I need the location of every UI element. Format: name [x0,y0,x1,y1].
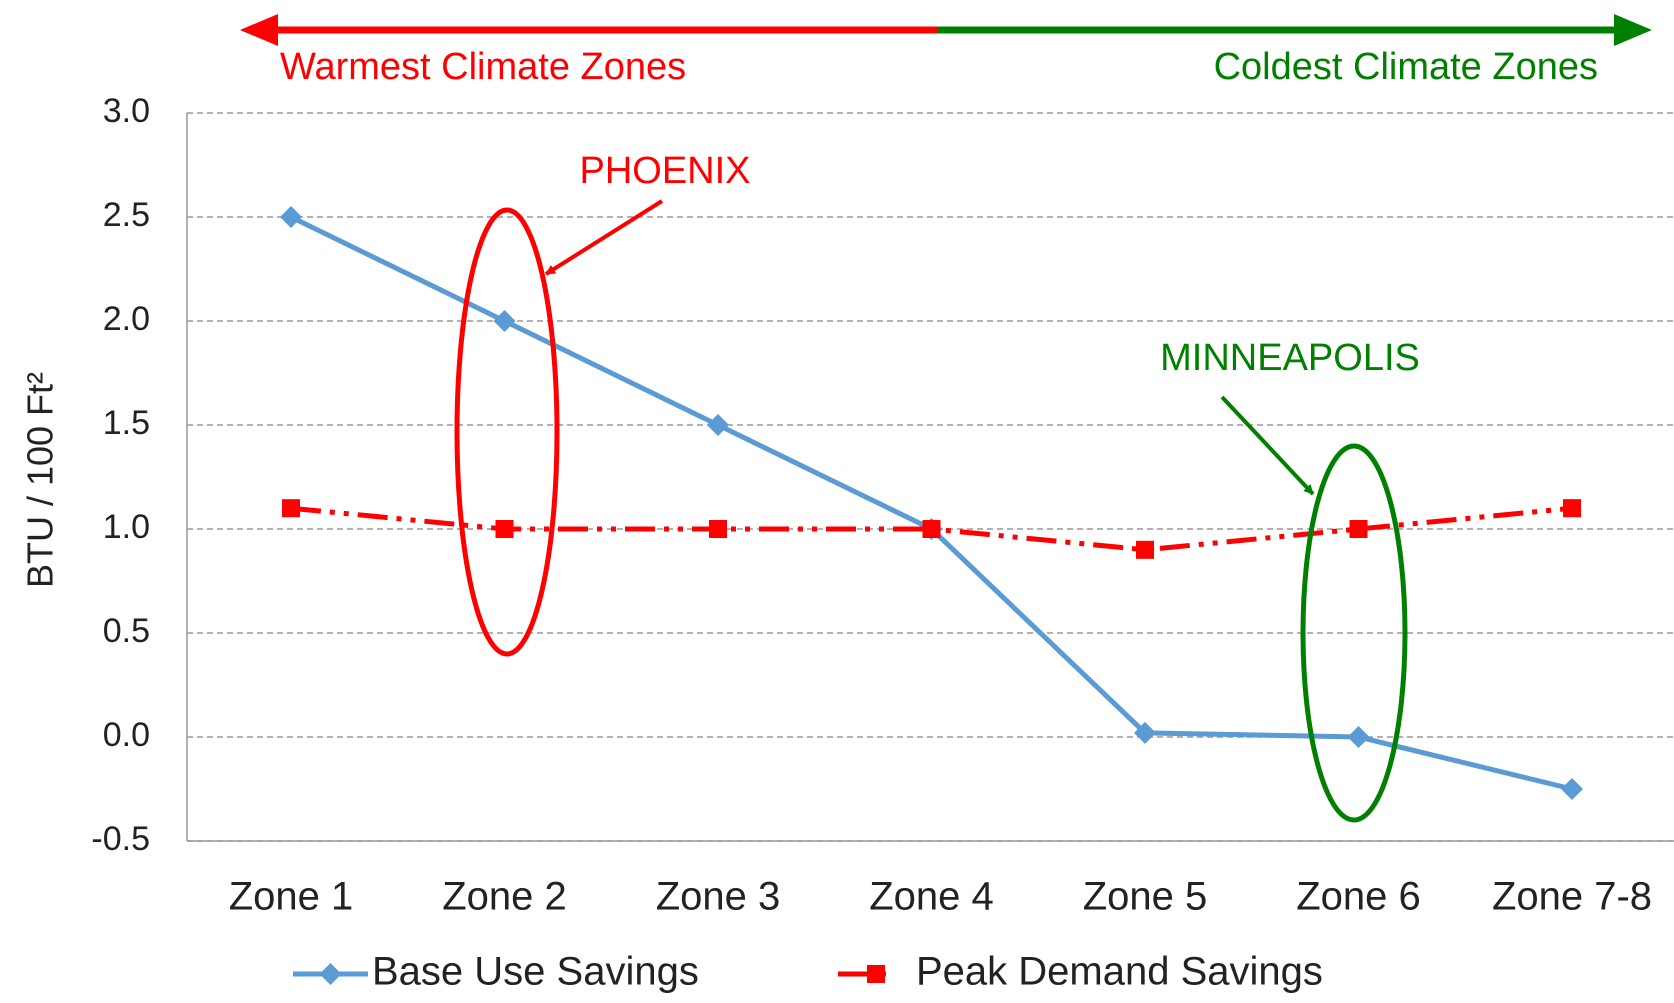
phoenix-arrow [544,199,664,276]
data-point [493,310,516,332]
y-tick-label: -0.5 [91,820,150,858]
x-tick-label: Zone 5 [1083,875,1208,919]
data-point [922,520,941,538]
x-tick-label: Zone 4 [869,875,994,919]
data-point [707,414,729,436]
data-point [1136,540,1154,559]
phoenix-ellipse [454,207,560,657]
data-point [1561,778,1583,800]
data-point [282,499,300,518]
y-tick-label: 2.5 [103,196,150,234]
x-tick-label: Zone 2 [442,875,567,919]
legend-label: Base Use Savings [372,950,699,994]
legend-item: Peak Demand Savings [838,950,1323,994]
data-point [495,520,514,538]
legend-item: Base Use Savings [293,950,699,994]
y-tick-label: 1.5 [103,404,150,442]
minneapolis-arrow [1220,395,1315,496]
data-point [1563,499,1581,518]
x-tick-label: Zone 7-8 [1492,875,1652,919]
y-tick-label: 0.5 [103,612,150,650]
legend-marker [319,963,342,985]
legend-label: Peak Demand Savings [916,950,1323,994]
x-tick-label: Zone 1 [229,875,354,919]
y-tick-label: 0.0 [103,716,150,754]
y-tick-label: 3.0 [103,92,150,130]
series-line [289,214,1573,792]
data-point [1349,520,1368,538]
data-point [1347,726,1370,748]
y-tick-label: 2.0 [103,300,150,338]
y-tick-label: 1.0 [103,508,150,546]
cold-label: Coldest Climate Zones [1214,46,1598,88]
data-point [1134,721,1156,744]
zone-arrow [240,14,1652,46]
legend-marker [867,965,885,983]
phoenix-label: PHOENIX [579,150,750,192]
data-point [280,206,302,228]
minneapolis-ellipse [1300,443,1408,823]
data-point [709,520,727,538]
x-tick-label: Zone 3 [656,875,781,919]
warm-label: Warmest Climate Zones [280,46,686,88]
x-tick-label: Zone 6 [1296,875,1421,919]
y-axis-title: BTU / 100 Ft² [20,372,61,588]
minneapolis-label: MINNEAPOLIS [1160,337,1420,379]
